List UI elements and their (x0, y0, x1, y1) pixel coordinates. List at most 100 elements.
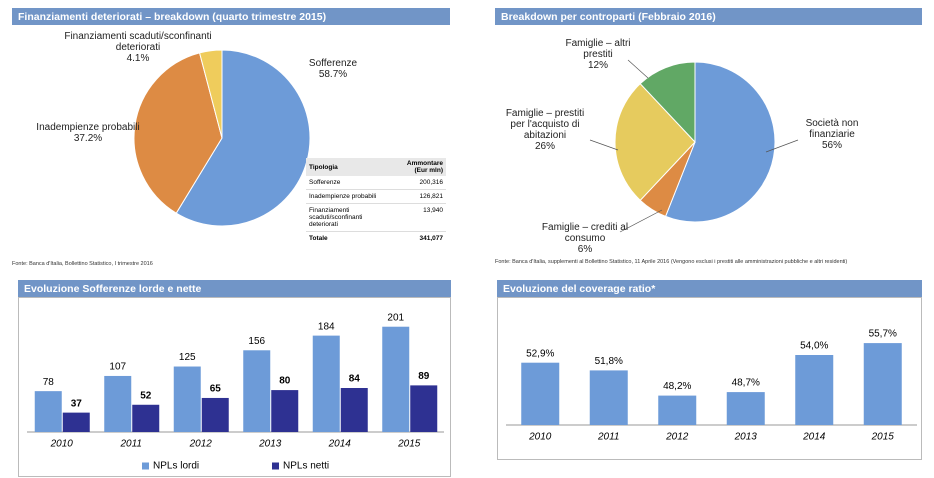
panel-header (12, 8, 450, 25)
slice-value: 12% (587, 60, 608, 71)
panel-title: Breakdown per controparti (Febbraio 2016… (501, 11, 716, 23)
x-tick-label: 2012 (665, 432, 689, 443)
slice-label: Famiglie – prestiti per l'acquisto di ab… (503, 108, 588, 152)
x-tick-label: 2013 (258, 439, 282, 450)
value-label: 125 (179, 352, 196, 363)
bar (271, 390, 299, 432)
x-tick-label: 2013 (734, 432, 758, 443)
x-tick-label: 2012 (189, 439, 213, 450)
table-row: Totale 341,077 (306, 231, 446, 245)
cell: Sofferenze (306, 176, 393, 190)
value-label: 54,0% (800, 341, 828, 352)
leader-line (619, 209, 663, 233)
value-label: 48,2% (663, 381, 691, 392)
cell: 13,940 (392, 203, 446, 232)
source-note: Fonte: Banca d'Italia, Bollettino Statis… (12, 261, 153, 267)
cell: Inadempienze probabili (306, 189, 393, 204)
bar (104, 375, 132, 432)
value-label: 80 (279, 376, 291, 387)
bar (410, 385, 438, 432)
x-tick-label: 2011 (119, 439, 142, 450)
value-label: 89 (418, 371, 430, 382)
bar (589, 370, 628, 425)
slice-name: Società non finanziarie (805, 118, 859, 140)
leader-line (627, 59, 649, 79)
panel-box (18, 297, 451, 477)
bar (863, 343, 902, 425)
value-label: 52,9% (526, 348, 554, 359)
slice-label: Finanziamenti scaduti/sconfinanti deteri… (43, 31, 233, 64)
value-label: 107 (109, 362, 126, 373)
x-tick-label: 2015 (397, 439, 421, 450)
value-label: 201 (387, 312, 404, 323)
value-label: 51,8% (595, 356, 623, 367)
slice-name: Inadempienze probabili (36, 122, 140, 133)
x-tick-label: 2014 (328, 439, 352, 450)
bar (382, 326, 410, 432)
legend-swatch (272, 462, 279, 470)
value-label: 184 (318, 321, 335, 332)
slice-value: 6% (577, 244, 593, 255)
legend-label: NPLs lordi (153, 461, 199, 472)
bar (173, 366, 201, 432)
slice-name: Famiglie – crediti al consumo (541, 222, 629, 244)
cell: 200,316 (392, 176, 446, 190)
source-note: Fonte: Banca d'Italia, supplementi al Bo… (495, 259, 848, 265)
table-header: Tipologia Ammontare (Eur mln) (306, 158, 446, 176)
header-cell: Tipologia (306, 158, 393, 176)
slice-label: Inadempienze probabili 37.2% (33, 122, 143, 144)
table-row: Sofferenze 200,316 (306, 176, 446, 190)
leader-line (765, 139, 799, 153)
bar (201, 397, 229, 432)
pie-slice (614, 82, 696, 202)
header-cell: Ammontare (Eur mln) (392, 158, 446, 176)
panel-header (18, 280, 451, 297)
bar (132, 404, 160, 432)
value-label: 52 (140, 390, 152, 401)
slice-label: Sofferenze 58.7% (278, 58, 388, 80)
bar (658, 395, 697, 425)
bar (340, 388, 368, 432)
slice-name: Famiglie – prestiti per l'acquisto di ab… (505, 108, 585, 141)
bar (726, 392, 765, 425)
value-label: 84 (349, 374, 361, 385)
panel-header (495, 8, 922, 25)
slice-name: Finanziamenti scaduti/sconfinanti deteri… (64, 31, 212, 53)
legend-swatch (142, 462, 149, 470)
panel-box (497, 297, 922, 460)
value-label: 48,7% (732, 378, 760, 389)
cell: Totale (306, 231, 393, 245)
slice-value: 56% (821, 140, 842, 151)
pie-slice (198, 49, 223, 139)
pie-slice (664, 61, 776, 223)
value-label: 55,7% (869, 329, 897, 340)
value-label: 65 (210, 384, 222, 395)
value-label: 37 (71, 398, 83, 409)
slice-value: 58.7% (318, 69, 348, 80)
x-tick-label: 2010 (528, 432, 552, 443)
panel-title: Finanziamenti deteriorati – breakdown (q… (18, 11, 326, 23)
pie-slice (639, 61, 696, 144)
slice-name: Famiglie – altri prestiti (565, 38, 631, 60)
bar (34, 391, 62, 432)
slice-value: 37.2% (73, 133, 103, 144)
bar (312, 335, 340, 432)
value-label: 156 (248, 336, 265, 347)
cell: 341,077 (392, 231, 446, 245)
panel-header (497, 280, 922, 297)
x-tick-label: 2011 (597, 432, 620, 443)
table-row: Inadempienze probabili 126,821 (306, 189, 446, 204)
panel-title: Evoluzione Sofferenze lorde e nette (24, 283, 202, 295)
value-label: 78 (43, 377, 55, 388)
leader-line (589, 139, 619, 151)
slice-name: Sofferenze (308, 58, 358, 69)
bar (795, 355, 834, 425)
x-tick-label: 2010 (50, 439, 74, 450)
cell: 126,821 (392, 189, 446, 204)
cell: Finanziamenti scaduti/sconfinanti deteri… (306, 203, 393, 232)
bar (62, 412, 90, 432)
panel-title: Evoluzione del coverage ratio* (503, 283, 656, 295)
bar (521, 362, 560, 425)
x-tick-label: 2014 (802, 432, 826, 443)
